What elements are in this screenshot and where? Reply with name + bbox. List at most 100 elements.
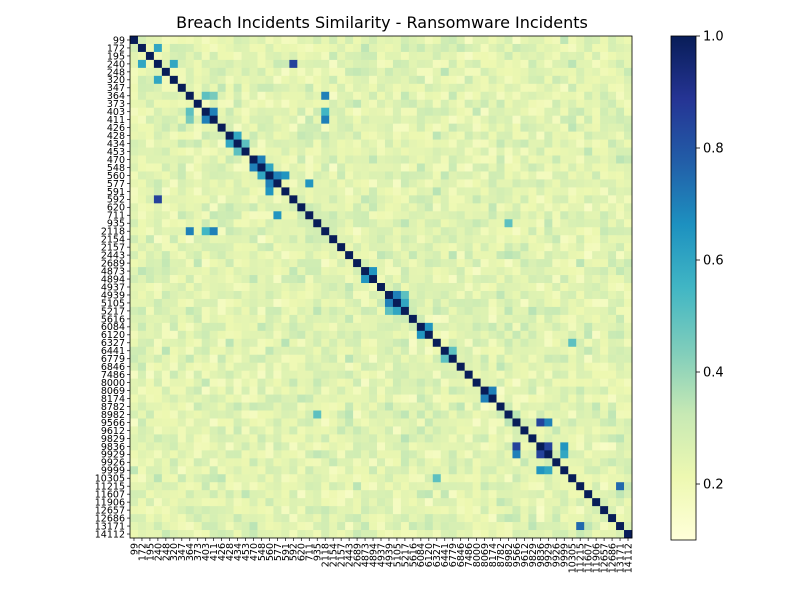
x-tick-label: 411 <box>209 543 220 561</box>
heatmap-cell <box>345 466 354 475</box>
heatmap-cell <box>193 187 203 196</box>
heatmap-cell <box>384 219 394 228</box>
heatmap-cell <box>297 522 306 531</box>
heatmap-cell <box>289 434 298 443</box>
heatmap-cell <box>137 490 147 499</box>
heatmap-cell <box>584 67 593 77</box>
heatmap-cell <box>305 107 314 117</box>
heatmap-cell <box>329 219 338 228</box>
heatmap-cell <box>305 171 314 180</box>
heatmap-cell <box>137 434 147 443</box>
heatmap-cell <box>130 107 139 117</box>
heatmap-cell <box>297 506 306 515</box>
heatmap-cell <box>624 179 633 188</box>
heatmap-cell <box>297 123 306 132</box>
heatmap-cell <box>137 298 147 308</box>
heatmap-cell <box>488 83 497 93</box>
heatmap-cell <box>568 91 577 101</box>
heatmap-cell <box>448 450 458 459</box>
heatmap-cell <box>568 235 577 244</box>
heatmap-cell <box>345 330 354 340</box>
y-tick-label: 11906 <box>95 498 125 509</box>
heatmap-cell <box>305 59 314 69</box>
heatmap-cell <box>392 227 402 236</box>
heatmap-cell <box>456 386 466 395</box>
heatmap-cell <box>488 275 497 284</box>
heatmap-cell <box>400 123 410 132</box>
heatmap-cell <box>464 410 473 419</box>
heatmap-cell <box>488 314 497 324</box>
heatmap-cell <box>130 195 139 204</box>
heatmap-cell <box>241 434 250 443</box>
heatmap-cell <box>137 394 147 403</box>
heatmap-cell <box>193 426 203 435</box>
heatmap-cell <box>377 394 386 403</box>
heatmap-cell <box>464 386 473 395</box>
heatmap-cell <box>480 99 489 109</box>
heatmap-cell <box>616 163 625 172</box>
heatmap-cell <box>193 490 203 499</box>
heatmap-cell <box>233 163 242 172</box>
heatmap-cell <box>353 418 362 427</box>
heatmap-cell <box>289 36 298 45</box>
heatmap-cell <box>608 283 617 292</box>
heatmap-cell <box>153 139 163 148</box>
heatmap-cell <box>361 290 370 300</box>
heatmap-cell <box>424 83 434 93</box>
heatmap-cell <box>584 43 593 53</box>
heatmap-cell <box>241 187 250 196</box>
heatmap-cell <box>584 51 593 61</box>
heatmap-cell <box>305 346 314 356</box>
heatmap-cell <box>408 458 418 467</box>
heatmap-cell <box>616 91 625 101</box>
heatmap-cell <box>576 99 585 109</box>
heatmap-cell <box>432 227 442 236</box>
heatmap-cell <box>624 290 633 300</box>
heatmap-cell <box>504 362 513 372</box>
heatmap-cell <box>560 275 569 284</box>
heatmap-cell <box>472 187 481 196</box>
heatmap-cell <box>369 450 378 459</box>
heatmap-cell <box>313 179 322 188</box>
heatmap-cell <box>400 147 410 156</box>
heatmap-cell <box>369 115 378 124</box>
heatmap-cell <box>241 219 250 228</box>
heatmap-cell <box>552 187 561 196</box>
heatmap-cell <box>361 259 370 268</box>
heatmap-cell <box>424 195 434 204</box>
heatmap-cell <box>504 203 513 212</box>
heatmap-cell <box>361 267 370 276</box>
heatmap-cell <box>624 203 633 212</box>
heatmap-cell <box>552 59 561 69</box>
heatmap-cell <box>361 490 370 499</box>
heatmap-cell <box>488 51 497 61</box>
heatmap-cell <box>130 99 139 109</box>
heatmap-cell <box>616 434 625 443</box>
heatmap-cell <box>257 283 266 292</box>
heatmap-cell <box>353 275 362 284</box>
heatmap-cell <box>520 67 529 77</box>
heatmap-cell <box>616 442 625 451</box>
heatmap-cell <box>169 147 179 156</box>
heatmap-cell <box>560 203 569 212</box>
heatmap-cell <box>161 402 171 411</box>
heatmap-cell <box>616 298 625 308</box>
heatmap-cell <box>193 227 203 236</box>
heatmap-cell <box>281 474 290 483</box>
heatmap-cell <box>384 314 394 324</box>
heatmap-cell <box>249 211 258 220</box>
heatmap-cell <box>456 219 466 228</box>
heatmap-cell <box>552 386 561 395</box>
heatmap-cell <box>488 211 497 220</box>
heatmap-cell <box>249 179 258 188</box>
heatmap-cell <box>408 211 418 220</box>
heatmap-cell <box>369 306 378 316</box>
heatmap-cell <box>608 179 617 188</box>
heatmap-cell <box>480 107 489 117</box>
y-tick-label: 2154 <box>101 235 125 246</box>
heatmap-cell <box>528 275 537 284</box>
heatmap-cell <box>464 322 473 332</box>
heatmap-cell <box>560 346 569 356</box>
heatmap-cell <box>225 290 234 300</box>
heatmap-cell <box>408 290 418 300</box>
